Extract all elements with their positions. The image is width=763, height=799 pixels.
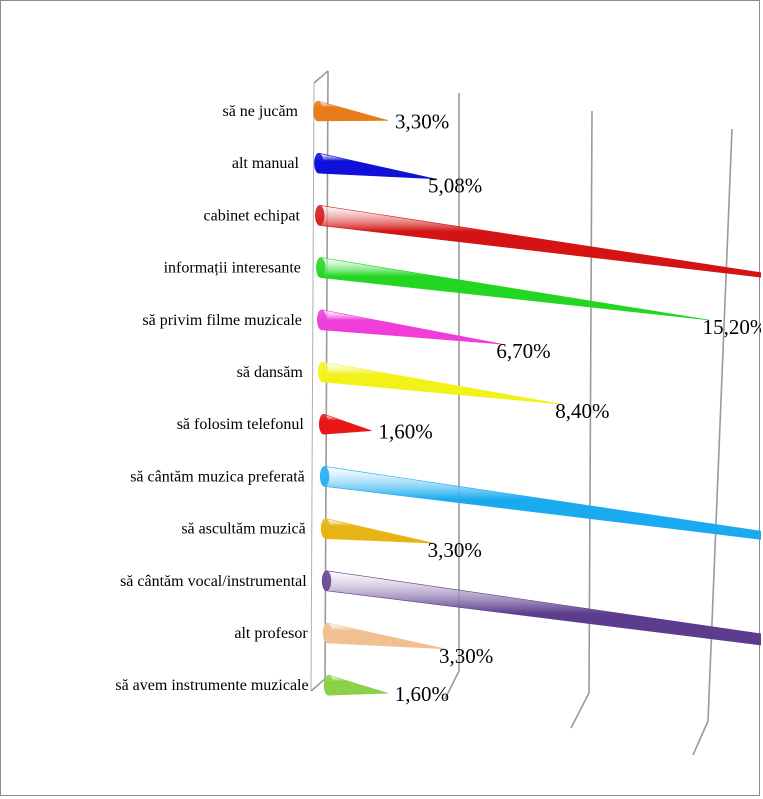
cone-bar-1 — [314, 152, 435, 180]
cone-base-3 — [316, 257, 326, 278]
gridline-foot-30 — [692, 720, 709, 756]
cone-bar-3 — [316, 257, 709, 321]
cone-bar-10 — [322, 622, 446, 650]
category-label-1: alt manual — [232, 155, 300, 172]
gridline-20 — [588, 110, 593, 694]
cone-bar-5 — [318, 361, 562, 405]
cone-base-8 — [321, 518, 331, 539]
cone-base-1 — [314, 153, 324, 174]
category-label-5: să dansăm — [237, 364, 304, 381]
cone-bar-8 — [320, 518, 434, 544]
category-label-9: să cântăm vocal/instrumental — [120, 573, 307, 590]
cone-bar-0 — [313, 100, 389, 122]
cone-base-11 — [324, 675, 334, 696]
cone-base-2 — [315, 205, 325, 226]
cone-base-4 — [317, 309, 327, 330]
value-label-4: 6,70% — [496, 339, 550, 363]
category-label-6: să folosim telefonul — [177, 416, 305, 433]
value-label-10: 3,30% — [439, 644, 493, 668]
gridline-foot-10 — [444, 670, 460, 700]
category-label-0: să ne jucăm — [222, 103, 298, 120]
value-label-11: 1,60% — [395, 682, 449, 706]
category-label-8: să ascultăm muzică — [181, 521, 305, 538]
label-layer: să ne jucăm 3,30% alt manual 5,08% cabinet e… — [115, 103, 761, 706]
cone-base-9 — [322, 570, 332, 591]
cone-base-10 — [323, 623, 333, 643]
value-label-3: 15,20% — [703, 315, 761, 339]
value-label-1: 5,08% — [428, 174, 482, 198]
value-label-5: 8,40% — [555, 399, 609, 423]
gridline-foot-20 — [570, 692, 590, 729]
value-label-8: 3,30% — [428, 538, 482, 562]
gridline-30 — [707, 128, 733, 722]
axis-top-edge — [313, 70, 329, 84]
cone-bar-4 — [317, 309, 503, 345]
category-label-4: să privim filme muzicale — [142, 312, 302, 329]
value-label-0: 3,30% — [395, 109, 449, 133]
cone-layer — [313, 100, 761, 696]
cone-base-6 — [319, 414, 329, 435]
category-label-2: cabinet echipat — [204, 207, 301, 224]
axis-back-edge — [310, 82, 315, 692]
category-label-3: informații interesante — [164, 260, 301, 277]
cone-base-7 — [320, 466, 330, 487]
category-label-11: să avem instrumente muzicale — [115, 677, 308, 694]
value-label-6: 1,60% — [378, 420, 432, 444]
category-label-10: alt profesor — [234, 625, 308, 642]
cone-base-0 — [313, 101, 323, 121]
cone-bar-7 — [319, 466, 761, 540]
cone-base-5 — [318, 362, 328, 382]
gridline-foot-0 — [310, 678, 326, 692]
category-label-7: să cântăm muzica preferată — [130, 468, 305, 485]
cone-bar-11 — [323, 674, 388, 696]
